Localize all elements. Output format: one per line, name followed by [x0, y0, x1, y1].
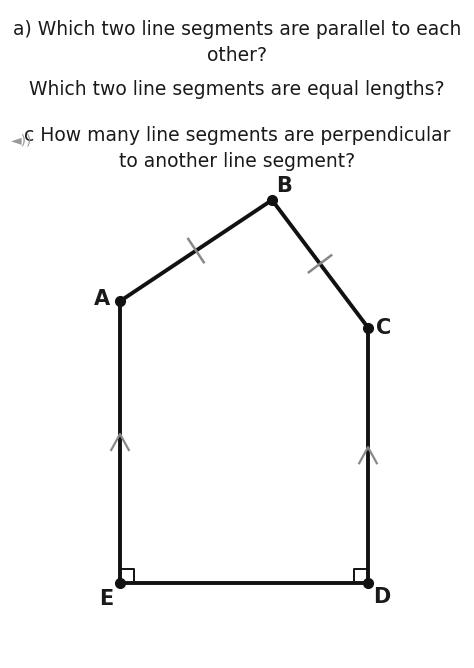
Text: c How many line segments are perpendicular: c How many line segments are perpendicul… — [24, 126, 450, 145]
Text: ◄)): ◄)) — [11, 133, 33, 147]
Text: A: A — [94, 289, 110, 309]
Text: other?: other? — [207, 46, 267, 65]
Text: C: C — [376, 317, 392, 337]
Text: E: E — [99, 589, 113, 609]
Text: a) Which two line segments are parallel to each: a) Which two line segments are parallel … — [13, 20, 461, 39]
Text: B: B — [276, 176, 292, 196]
Text: to another line segment?: to another line segment? — [119, 152, 355, 171]
Text: Which two line segments are equal lengths?: Which two line segments are equal length… — [29, 80, 445, 99]
Text: D: D — [374, 587, 391, 607]
